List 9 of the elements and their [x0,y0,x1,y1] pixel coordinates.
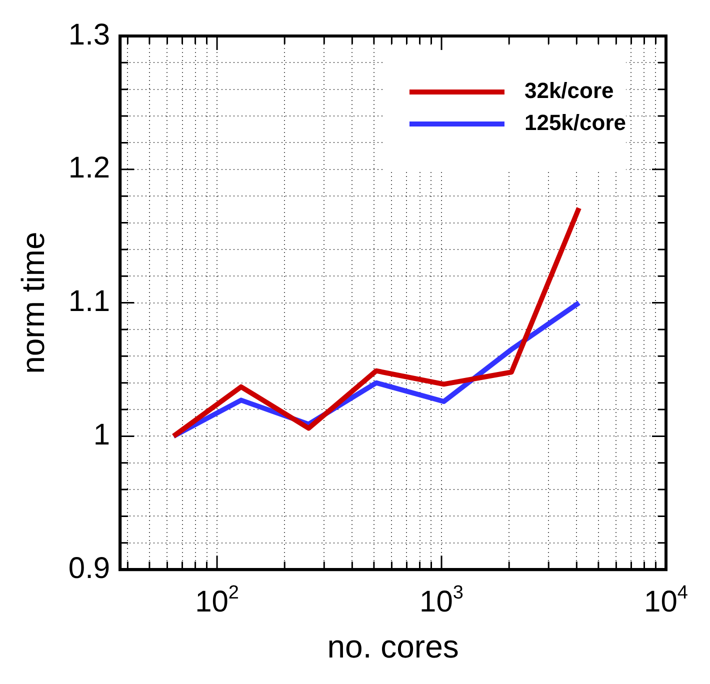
legend-label: 125k/core [524,110,626,136]
legend-label: 32k/core [524,78,614,104]
y-tick-label: 1.2 [68,152,110,185]
y-tick-label: 1.1 [68,285,110,318]
y-tick-label: 1 [93,418,110,452]
y-tick-label: 1.3 [68,18,110,52]
y-tick-label: 0.9 [68,552,110,585]
x-axis-title: no. cores [327,628,459,665]
y-axis-title: norm time [15,232,52,374]
